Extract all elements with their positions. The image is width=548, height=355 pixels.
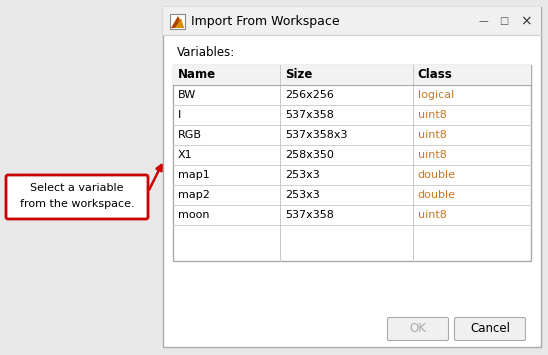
Text: uint8: uint8 xyxy=(418,210,447,220)
Text: OK: OK xyxy=(409,322,426,335)
FancyBboxPatch shape xyxy=(387,317,448,340)
Text: X1: X1 xyxy=(178,150,193,160)
Polygon shape xyxy=(175,18,184,28)
Text: moon: moon xyxy=(178,210,209,220)
Text: Select a variable: Select a variable xyxy=(30,183,124,193)
FancyBboxPatch shape xyxy=(163,7,541,347)
Text: map1: map1 xyxy=(178,170,210,180)
Text: map2: map2 xyxy=(178,190,210,200)
FancyBboxPatch shape xyxy=(163,7,541,35)
Text: uint8: uint8 xyxy=(418,130,447,140)
Text: 537x358: 537x358 xyxy=(286,210,334,220)
Text: Name: Name xyxy=(178,69,216,82)
Text: I: I xyxy=(178,110,181,120)
Text: double: double xyxy=(418,170,456,180)
Text: uint8: uint8 xyxy=(418,110,447,120)
Text: double: double xyxy=(418,190,456,200)
Text: Import From Workspace: Import From Workspace xyxy=(191,15,340,27)
FancyBboxPatch shape xyxy=(454,317,526,340)
Text: BW: BW xyxy=(178,90,196,100)
Text: 253x3: 253x3 xyxy=(286,190,320,200)
Polygon shape xyxy=(171,16,184,28)
Text: —: — xyxy=(478,16,488,26)
Text: Variables:: Variables: xyxy=(177,47,235,60)
Text: Cancel: Cancel xyxy=(470,322,510,335)
Text: logical: logical xyxy=(418,90,454,100)
Text: 253x3: 253x3 xyxy=(286,170,320,180)
FancyBboxPatch shape xyxy=(173,65,531,85)
Text: RGB: RGB xyxy=(178,130,202,140)
Text: 537x358: 537x358 xyxy=(286,110,334,120)
Text: Class: Class xyxy=(418,69,453,82)
FancyBboxPatch shape xyxy=(6,175,148,219)
Text: ×: × xyxy=(520,14,532,28)
Text: □: □ xyxy=(499,16,509,26)
Text: uint8: uint8 xyxy=(418,150,447,160)
Text: 258x350: 258x350 xyxy=(286,150,334,160)
Text: 537x358x3: 537x358x3 xyxy=(286,130,348,140)
Text: Size: Size xyxy=(286,69,313,82)
Text: from the workspace.: from the workspace. xyxy=(20,199,134,209)
FancyBboxPatch shape xyxy=(173,65,531,261)
Text: 256x256: 256x256 xyxy=(286,90,334,100)
FancyBboxPatch shape xyxy=(170,14,185,29)
